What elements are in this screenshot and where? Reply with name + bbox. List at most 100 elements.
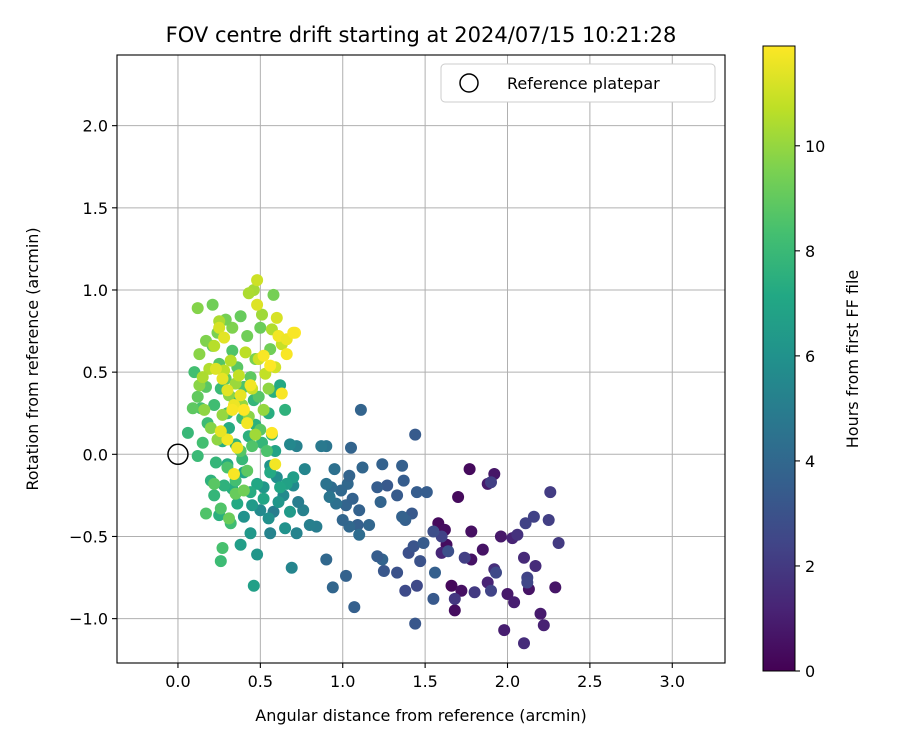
- x-tick-label: 2.5: [577, 672, 602, 691]
- data-point: [420, 486, 433, 499]
- data-point: [377, 565, 390, 577]
- data-point: [427, 592, 440, 605]
- data-point: [501, 588, 514, 600]
- data-point: [287, 326, 300, 339]
- colorbar-tick-label: 2: [805, 557, 815, 576]
- data-point: [228, 468, 240, 480]
- data-point: [218, 479, 231, 492]
- data-point: [452, 491, 465, 503]
- data-point: [485, 476, 497, 489]
- data-point: [191, 390, 204, 403]
- data-point: [260, 445, 273, 457]
- data-point: [237, 484, 250, 497]
- data-point: [216, 372, 229, 385]
- data-point: [356, 461, 369, 474]
- data-point: [320, 477, 333, 490]
- data-point: [285, 561, 298, 574]
- data-point: [519, 517, 532, 530]
- y-tick-label: 0.5: [83, 363, 108, 382]
- data-point: [280, 348, 293, 361]
- data-point: [429, 566, 441, 579]
- data-point: [237, 403, 250, 416]
- legend: Reference platepar: [440, 63, 716, 103]
- x-axis-label: Angular distance from reference (arcmin): [255, 706, 586, 725]
- data-point: [262, 382, 275, 395]
- data-point: [284, 438, 296, 451]
- x-tick-label: 3.0: [660, 672, 685, 691]
- data-point: [544, 486, 557, 499]
- data-point: [226, 321, 239, 334]
- data-point: [442, 545, 455, 558]
- data-point: [298, 463, 311, 476]
- data-point: [417, 537, 430, 549]
- data-point: [409, 617, 422, 630]
- data-point: [343, 469, 356, 482]
- data-point: [232, 369, 245, 382]
- data-point: [279, 522, 292, 535]
- data-point: [518, 551, 530, 564]
- data-point: [191, 450, 204, 462]
- legend-entry-reference-platepar: Reference platepar: [507, 74, 660, 93]
- data-point: [397, 474, 410, 487]
- data-point: [216, 408, 229, 421]
- data-point: [353, 528, 366, 541]
- data-point: [448, 592, 461, 605]
- data-point: [445, 579, 458, 592]
- data-point: [476, 543, 489, 556]
- data-point: [409, 428, 422, 441]
- data-point: [257, 492, 270, 505]
- data-point: [529, 560, 542, 572]
- data-point: [208, 399, 221, 411]
- x-tick-label: 1.5: [412, 672, 437, 691]
- data-point: [326, 581, 339, 594]
- data-point: [244, 527, 257, 540]
- data-point: [208, 489, 221, 502]
- data-point: [354, 403, 367, 416]
- data-point: [267, 288, 280, 301]
- data-point: [244, 379, 257, 392]
- data-point: [239, 346, 252, 359]
- x-tick-label: 1.0: [330, 672, 355, 691]
- y-axis-label: Rotation from reference (arcmin): [23, 227, 42, 490]
- data-point: [247, 579, 260, 592]
- data-point: [458, 551, 471, 564]
- data-point: [206, 298, 219, 311]
- data-point: [396, 510, 409, 523]
- data-point: [272, 496, 285, 508]
- data-point: [226, 344, 239, 357]
- colorbar-tick-label: 0: [805, 662, 815, 681]
- data-point: [448, 604, 461, 617]
- x-axis-ticks: 0.0 0.5 1.0 1.5 2.0 2.5 3.0: [165, 663, 685, 691]
- data-points: [181, 274, 565, 650]
- data-point: [251, 298, 264, 311]
- data-point: [252, 390, 265, 403]
- data-point: [518, 637, 530, 650]
- data-point: [265, 426, 278, 439]
- data-point: [257, 349, 270, 362]
- y-tick-label: 0.0: [83, 445, 108, 464]
- data-point: [216, 542, 229, 554]
- data-point: [214, 502, 227, 515]
- data-point: [374, 496, 387, 508]
- data-point: [249, 428, 262, 441]
- data-point: [221, 433, 234, 446]
- data-point: [320, 553, 333, 566]
- y-axis-ticks: −1.0 −0.5 0.0 0.5 1.0 1.5 2.0: [69, 117, 117, 629]
- data-point: [414, 555, 427, 568]
- data-point: [198, 403, 211, 416]
- data-point: [371, 550, 384, 563]
- data-point: [455, 584, 468, 597]
- data-point: [549, 581, 562, 594]
- y-tick-label: 1.5: [83, 199, 108, 218]
- data-point: [226, 403, 239, 416]
- data-point: [381, 479, 394, 492]
- data-point: [391, 566, 404, 579]
- data-point: [353, 504, 366, 517]
- data-point: [234, 538, 247, 551]
- data-point: [269, 445, 282, 457]
- data-point: [468, 586, 481, 599]
- data-point: [542, 514, 555, 526]
- colorbar-tick-label: 4: [805, 452, 815, 471]
- y-tick-label: 2.0: [83, 117, 108, 136]
